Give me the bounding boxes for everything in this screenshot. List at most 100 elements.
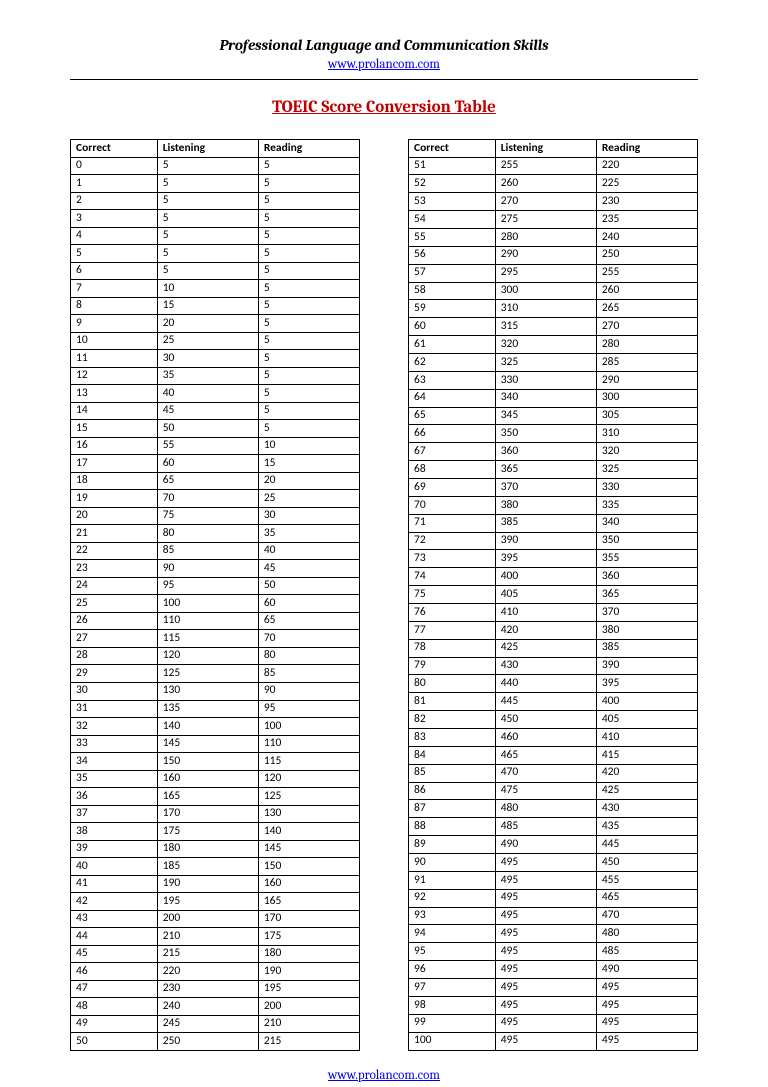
table-row: 55280240 [409,228,698,246]
table-cell: 78 [409,639,496,657]
table-cell: 425 [495,639,596,657]
table-cell: 445 [495,693,596,711]
table-cell: 485 [596,943,697,961]
table-cell: 68 [409,461,496,479]
table-cell: 430 [495,657,596,675]
table-cell: 50 [258,577,359,595]
table-cell: 5 [157,245,258,263]
table-cell: 90 [157,560,258,578]
table-cell: 220 [157,963,258,981]
table-row: 36165125 [71,788,360,806]
table-cell: 99 [409,1014,496,1032]
table-cell: 46 [71,963,158,981]
table-row: 2611065 [71,612,360,630]
table-cell: 385 [596,639,697,657]
table-cell: 47 [71,980,158,998]
table-cell: 285 [596,353,697,371]
table-cell: 37 [71,805,158,823]
table-cell: 18 [71,472,158,490]
table-cell: 30 [71,682,158,700]
table-cell: 215 [258,1033,359,1051]
table-row: 3013090 [71,682,360,700]
table-cell: 5 [258,262,359,280]
table-cell: 140 [157,718,258,736]
table-cell: 79 [409,657,496,675]
table-cell: 14 [71,402,158,420]
footer: www.prolancom.com [70,1065,698,1084]
table-cell: 5 [157,262,258,280]
score-table-right: Correct Listening Reading 51255220522602… [408,139,698,1051]
table-cell: 95 [157,577,258,595]
table-cell: 270 [596,318,697,336]
table-cell: 65 [157,472,258,490]
table-cell: 20 [258,472,359,490]
table-row: 61320280 [409,336,698,354]
table-cell: 100 [409,1032,496,1050]
table-cell: 215 [157,945,258,963]
table-cell: 390 [495,532,596,550]
table-cell: 89 [409,836,496,854]
table-row: 64340300 [409,389,698,407]
table-cell: 56 [409,246,496,264]
table-row: 355 [71,210,360,228]
table-cell: 21 [71,525,158,543]
table-row: 87480430 [409,800,698,818]
table-cell: 365 [596,586,697,604]
table-cell: 43 [71,910,158,928]
table-row: 47230195 [71,980,360,998]
table-cell: 300 [495,282,596,300]
header-link[interactable]: www.prolancom.com [328,57,440,72]
table-cell: 77 [409,621,496,639]
table-cell: 85 [409,764,496,782]
table-cell: 0 [71,157,158,175]
footer-link[interactable]: www.prolancom.com [328,1068,440,1083]
table-row: 44210175 [71,928,360,946]
table-cell: 86 [409,782,496,800]
table-row: 53270230 [409,193,698,211]
table-cell: 150 [258,858,359,876]
table-cell: 495 [495,961,596,979]
table-row: 176015 [71,455,360,473]
table-cell: 34 [71,753,158,771]
table-row: 62325285 [409,353,698,371]
table-row: 67360320 [409,443,698,461]
table-cell: 12 [71,367,158,385]
table-row: 56290250 [409,246,698,264]
table-cell: 82 [409,711,496,729]
table-header-row: Correct Listening Reading [71,140,360,158]
table-cell: 185 [157,858,258,876]
table-cell: 280 [495,228,596,246]
table-cell: 58 [409,282,496,300]
table-cell: 72 [409,532,496,550]
table-cell: 95 [409,943,496,961]
table-row: 98495495 [409,996,698,1014]
table-cell: 60 [157,455,258,473]
table-cell: 87 [409,800,496,818]
table-row: 78425385 [409,639,698,657]
table-cell: 360 [596,568,697,586]
table-cell: 125 [258,788,359,806]
table-cell: 445 [596,836,697,854]
table-cell: 495 [495,996,596,1014]
table-cell: 38 [71,823,158,841]
table-cell: 115 [258,753,359,771]
table-row: 86475425 [409,782,698,800]
table-cell: 465 [596,889,697,907]
table-cell: 370 [596,604,697,622]
table-cell: 3 [71,210,158,228]
table-cell: 97 [409,979,496,997]
table-cell: 140 [258,823,359,841]
table-row: 218035 [71,525,360,543]
table-cell: 415 [596,746,697,764]
table-row: 58300260 [409,282,698,300]
table-row: 76410370 [409,604,698,622]
table-cell: 495 [596,996,697,1014]
table-row: 91495455 [409,871,698,889]
table-cell: 495 [495,925,596,943]
table-cell: 45 [157,402,258,420]
table-cell: 170 [157,805,258,823]
table-cell: 495 [495,1014,596,1032]
table-cell: 160 [157,770,258,788]
table-row: 49245210 [71,1015,360,1033]
table-row: 9205 [71,315,360,333]
